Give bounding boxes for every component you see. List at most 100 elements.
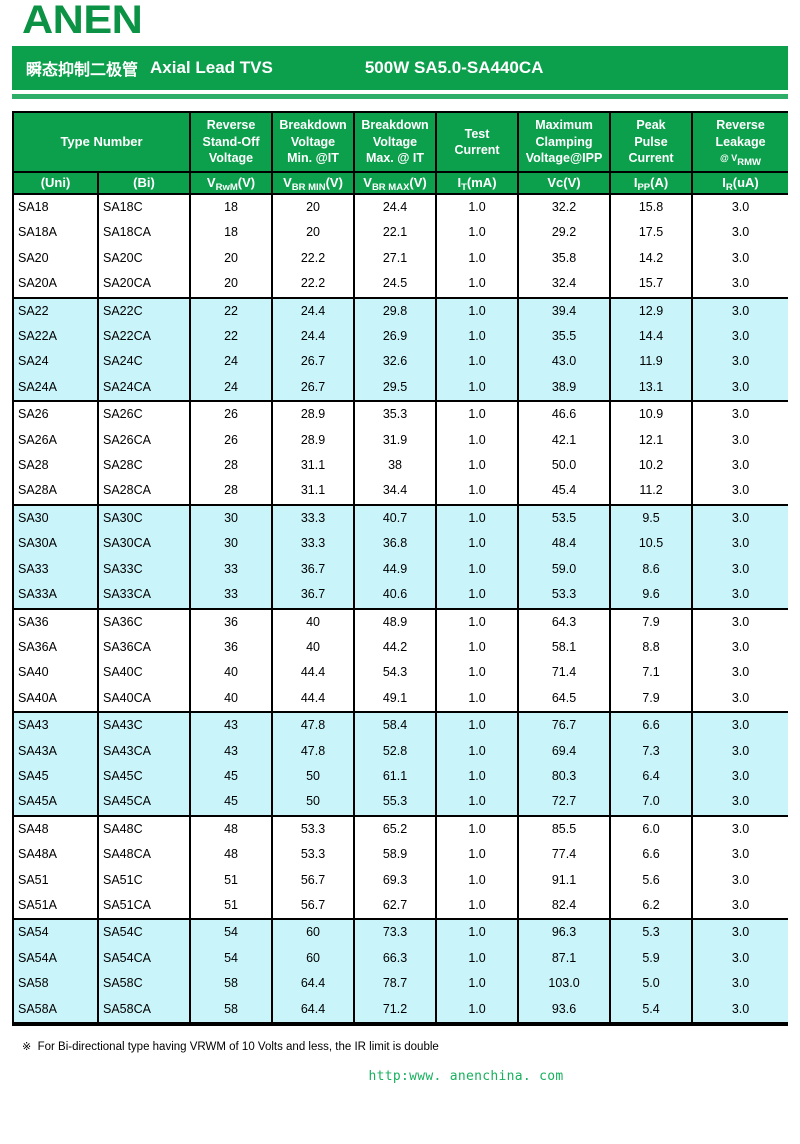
cell-uni: SA48A [14, 842, 99, 868]
cell-vc: 82.4 [517, 892, 612, 921]
header-line: Current [454, 143, 500, 157]
cell-ipp: 12.9 [609, 297, 694, 325]
cell-it: 1.0 [435, 504, 520, 532]
header-line: Breakdown [279, 118, 347, 133]
cell-ir: 3.0 [691, 685, 789, 714]
cell-vc: 35.5 [517, 324, 612, 350]
unit-tail: (V) [409, 175, 427, 191]
cell-bi: SA54CA [96, 945, 192, 972]
cell-ir: 3.0 [691, 608, 789, 635]
cell-uni: SA58A [14, 996, 99, 1025]
table-row: SA54A SA54CA 54 60 66.3 1.0 87.1 5.9 3.0 [14, 945, 789, 972]
table-row: SA36A SA36CA 36 40 44.2 1.0 58.1 8.8 3.0 [14, 634, 789, 661]
cell-vrwm: 51 [189, 867, 274, 893]
cell-uni: SA36 [14, 608, 99, 635]
cell-uni: SA45A [14, 789, 99, 817]
brand-logo: ANEN [0, 0, 800, 42]
cell-bi: SA45CA [96, 789, 192, 817]
table-row: SA58 SA58C 58 64.4 78.7 1.0 103.0 5.0 3.0 [14, 971, 789, 997]
cell-uni: SA22A [14, 324, 99, 350]
cell-it: 1.0 [435, 919, 520, 946]
header-line: Max. @ IT [365, 151, 425, 166]
cell-it: 1.0 [435, 608, 520, 635]
cell-it: 1.0 [435, 220, 520, 246]
cell-uni: SA30 [14, 504, 99, 532]
cell-vbr-max: 49.1 [353, 685, 438, 714]
cell-ipp: 7.3 [609, 738, 694, 764]
cell-vrwm: 36 [189, 634, 274, 661]
header-line: Reverse [716, 118, 765, 133]
cell-ipp: 7.1 [609, 660, 694, 686]
header-type-number: Type Number [14, 113, 192, 173]
table-row: SA18A SA18CA 18 20 22.1 1.0 29.2 17.5 3.0 [14, 220, 789, 246]
cell-vrwm: 22 [189, 324, 274, 350]
cell-it: 1.0 [435, 867, 520, 893]
cell-vrwm: 18 [189, 194, 274, 221]
spec-table-head: Type Number Reverse Stand-Off Voltage Br… [14, 113, 789, 195]
cell-ir: 3.0 [691, 453, 789, 479]
cell-vbr-min: 20 [271, 220, 356, 246]
cell-it: 1.0 [435, 582, 520, 610]
cell-vrwm: 48 [189, 842, 274, 868]
cell-uni: SA51 [14, 867, 99, 893]
header-line: Stand-Off [202, 134, 260, 149]
cell-ipp: 10.9 [609, 401, 694, 428]
cell-bi: SA22C [96, 297, 192, 325]
cell-bi: SA58CA [96, 996, 192, 1025]
cell-ipp: 9.5 [609, 504, 694, 532]
table-row: SA36 SA36C 36 40 48.9 1.0 64.3 7.9 3.0 [14, 608, 789, 635]
cell-bi: SA48CA [96, 842, 192, 868]
cell-it: 1.0 [435, 453, 520, 479]
cell-vbr-min: 64.4 [271, 996, 356, 1025]
cell-vbr-min: 64.4 [271, 971, 356, 997]
cell-ipp: 17.5 [609, 220, 694, 246]
cell-uni: SA20A [14, 271, 99, 299]
cell-vbr-min: 53.3 [271, 815, 356, 843]
cell-bi: SA18C [96, 194, 192, 221]
spec-table-body: SA18 SA18C 18 20 24.4 1.0 32.2 15.8 3.0 SA18A SA18… [14, 194, 789, 1025]
cell-ir: 3.0 [691, 738, 789, 764]
cell-vbr-max: 71.2 [353, 996, 438, 1025]
cell-ir: 3.0 [691, 582, 789, 610]
header-peak-pulse-current: Peak Pulse Current [609, 113, 694, 173]
cell-vc: 59.0 [517, 556, 612, 583]
cell-bi: SA22CA [96, 324, 192, 350]
header-breakdown-voltage-min: Breakdown Voltage Min. @IT [271, 113, 356, 173]
cell-ir: 3.0 [691, 892, 789, 921]
cell-ipp: 8.6 [609, 556, 694, 583]
cell-vbr-min: 28.9 [271, 401, 356, 428]
header-line: Min. @IT [287, 151, 339, 166]
cell-vbr-min: 53.3 [271, 842, 356, 868]
cell-ipp: 7.9 [609, 685, 694, 714]
cell-vrwm: 43 [189, 712, 274, 739]
cell-vbr-min: 44.4 [271, 685, 356, 714]
banner-title-chinese: 瞬态抑制二极管 [26, 60, 139, 79]
cell-ipp: 15.7 [609, 271, 694, 299]
cell-ipp: 6.4 [609, 763, 694, 790]
cell-vrwm: 18 [189, 220, 274, 246]
cell-it: 1.0 [435, 789, 520, 817]
cell-vrwm: 33 [189, 582, 274, 610]
cell-ir: 3.0 [691, 349, 789, 375]
table-row: SA45A SA45CA 45 50 55.3 1.0 72.7 7.0 3.0 [14, 789, 789, 817]
cell-vbr-max: 38 [353, 453, 438, 479]
cell-bi: SA51C [96, 867, 192, 893]
cell-ir: 3.0 [691, 842, 789, 868]
unit-subscript: PP [637, 182, 651, 194]
cell-ipp: 15.8 [609, 194, 694, 221]
cell-it: 1.0 [435, 401, 520, 428]
banner-title-english: Axial Lead TVS [150, 58, 273, 77]
cell-ir: 3.0 [691, 531, 789, 557]
cell-vbr-min: 20 [271, 194, 356, 221]
cell-vc: 64.3 [517, 608, 612, 635]
website-url[interactable]: http:www. anenchina. com [368, 1069, 564, 1084]
cell-ipp: 5.4 [609, 996, 694, 1025]
unit-symbol: I [722, 175, 726, 191]
cell-bi: SA18CA [96, 220, 192, 246]
table-row: SA22A SA22CA 22 24.4 26.9 1.0 35.5 14.4 3.0 [14, 324, 789, 350]
header-test-current: Test Current [435, 113, 520, 173]
cell-vc: 76.7 [517, 712, 612, 739]
cell-vbr-max: 22.1 [353, 220, 438, 246]
cell-uni: SA28A [14, 478, 99, 506]
cell-vc: 91.1 [517, 867, 612, 893]
